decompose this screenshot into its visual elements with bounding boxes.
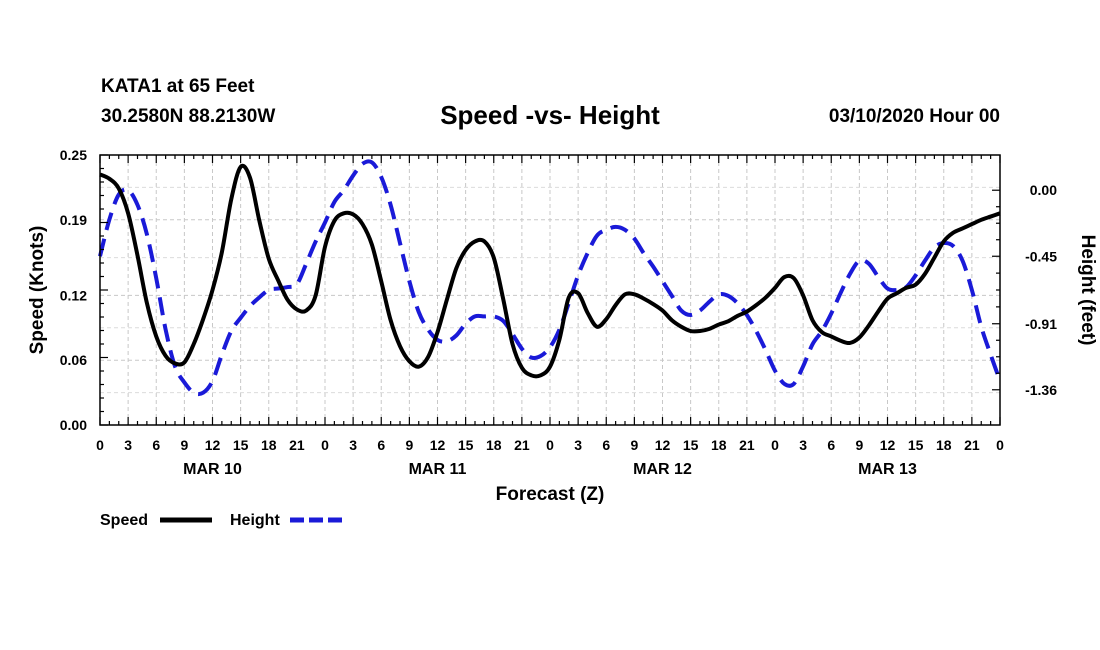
x-tick-label: 15	[233, 437, 249, 453]
legend-label-height: Height	[230, 512, 280, 529]
station-coordinates: 30.2580N 88.2130W	[101, 106, 276, 127]
x-tick-label: 15	[458, 437, 474, 453]
x-tick-label: 3	[349, 437, 357, 453]
y-tick-label: 0.25	[60, 147, 87, 163]
x-tick-label: 3	[574, 437, 582, 453]
y-tick-label: 0.00	[60, 417, 87, 433]
x-tick-label: 9	[405, 437, 413, 453]
x-tick-label: 21	[964, 437, 980, 453]
x-tick-label: 15	[683, 437, 699, 453]
x-tick-label: 0	[546, 437, 554, 453]
y2-tick-label: 0.00	[1030, 182, 1057, 198]
x-tick-label: 21	[514, 437, 530, 453]
x-tick-label: 3	[124, 437, 132, 453]
x-tick-label: 21	[289, 437, 305, 453]
x-tick-label: 18	[936, 437, 952, 453]
y2-tick-label: -0.91	[1025, 316, 1057, 332]
series-line-speed	[99, 163, 1001, 379]
x-tick-label: 3	[799, 437, 807, 453]
day-label: MAR 11	[409, 461, 467, 478]
x-tick-label: 0	[321, 437, 329, 453]
x-tick-label: 12	[880, 437, 896, 453]
x-tick-label: 6	[152, 437, 160, 453]
y-axis-label: Speed (Knots)	[27, 226, 48, 355]
y-tick-label: 0.19	[60, 212, 87, 228]
x-tick-label: 0	[771, 437, 779, 453]
legend-label-speed: Speed	[100, 512, 148, 529]
y-tick-label: 0.06	[60, 352, 87, 368]
y-tick-label: 0.12	[60, 287, 87, 303]
y2-tick-label: -1.36	[1025, 382, 1057, 398]
x-tick-label: 12	[205, 437, 221, 453]
x-tick-label: 0	[996, 437, 1004, 453]
forecast-run-date: 03/10/2020 Hour 00	[828, 106, 1000, 127]
day-label: MAR 13	[858, 461, 917, 478]
x-tick-label: 18	[486, 437, 502, 453]
series-line-height	[98, 159, 1002, 397]
x-tick-label: 15	[908, 437, 924, 453]
y2-tick-label: -0.45	[1025, 248, 1057, 264]
y2-axis-label: Height (feet)	[1077, 235, 1098, 346]
chart-title: Speed -vs- Height	[440, 100, 660, 130]
x-tick-label: 9	[855, 437, 863, 453]
x-tick-label: 12	[655, 437, 671, 453]
day-label: MAR 12	[633, 461, 692, 478]
station-label: KATA1 at 65 Feet	[101, 76, 255, 97]
x-tick-label: 12	[430, 437, 446, 453]
x-tick-label: 18	[711, 437, 727, 453]
x-tick-label: 6	[827, 437, 835, 453]
x-tick-label: 9	[630, 437, 638, 453]
day-label: MAR 10	[183, 461, 242, 478]
x-tick-label: 6	[377, 437, 385, 453]
x-tick-label: 21	[739, 437, 755, 453]
x-tick-label: 18	[261, 437, 277, 453]
x-tick-label: 0	[96, 437, 104, 453]
x-tick-label: 9	[180, 437, 188, 453]
x-tick-label: 6	[602, 437, 610, 453]
x-axis-label: Forecast (Z)	[496, 484, 605, 505]
